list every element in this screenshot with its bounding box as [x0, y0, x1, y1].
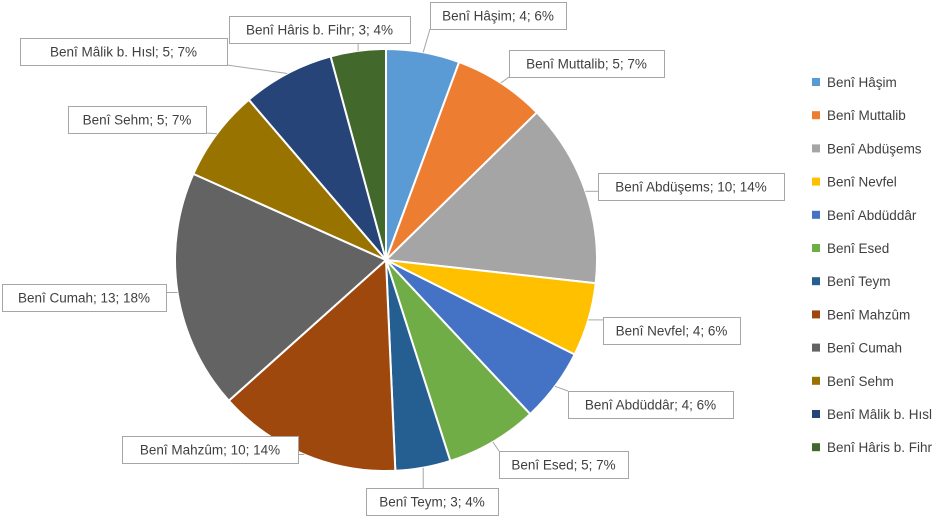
- legend-swatch: [812, 443, 820, 452]
- data-label-text: Benî Cumah; 13; 18%: [18, 291, 150, 306]
- legend-item-beni-abduddar: Benî Abdüddâr: [812, 208, 917, 223]
- legend-item-beni-abdusems: Benî Abdüşems: [812, 141, 922, 156]
- legend-item-beni-mahzum: Benî Mahzûm: [812, 307, 910, 322]
- data-label-box: [122, 436, 299, 464]
- leader-line-beni-esed: [492, 441, 500, 452]
- legend-item-beni-muttalib: Benî Muttalib: [812, 108, 906, 123]
- legend-label: Benî Mahzûm: [827, 307, 910, 322]
- data-label-text: Benî Teym; 3; 4%: [379, 495, 485, 510]
- legend-item-beni-nevfel: Benî Nevfel: [812, 175, 897, 190]
- legend-swatch: [812, 111, 820, 120]
- leader-line-beni-hasim: [422, 28, 431, 53]
- data-label-box: [603, 317, 741, 345]
- legend-swatch: [812, 343, 820, 352]
- legend-label: Benî Teym: [827, 274, 891, 289]
- leader-line-beni-sehm: [205, 132, 218, 135]
- pie-slices: [174, 47, 598, 472]
- data-label-box: [68, 106, 207, 134]
- legend-swatch: [812, 310, 820, 319]
- data-label-box: [366, 488, 499, 516]
- data-label-text: Benî Sehm; 5; 7%: [83, 113, 192, 128]
- legend-label: Benî Cumah: [827, 341, 902, 356]
- data-label-text: Benî Nevfel; 4; 6%: [616, 324, 728, 339]
- data-label-box: [2, 284, 167, 312]
- data-label-box: [568, 391, 734, 419]
- legend-label: Benî Sehm: [827, 374, 894, 389]
- data-labels: Benî Hâşim; 4; 6% Benî Muttalib; 5; 7% Ben…: [2, 2, 785, 516]
- data-label-beni-hasim: Benî Hâşim; 4; 6%: [430, 2, 567, 30]
- data-label-text: Benî Hâris b. Fihr; 3; 4%: [246, 23, 393, 38]
- data-label-box: [509, 50, 665, 78]
- leader-line-beni-malik-b-hisl: [226, 64, 288, 74]
- legend-label: Benî Mâlik b. Hısl: [827, 407, 932, 422]
- legend-item-beni-haris-b-fihr: Benî Hâris b. Fihr: [812, 440, 933, 455]
- leader-line-beni-muttalib: [500, 76, 510, 84]
- legend-item-beni-malik-b-hisl: Benî Mâlik b. Hısl: [812, 407, 932, 422]
- data-label-beni-abdusems: Benî Abdüşems; 10; 14%: [598, 173, 785, 201]
- legend-label: Benî Nevfel: [827, 175, 897, 190]
- data-label-box: [499, 451, 629, 479]
- data-label-beni-malik-b-hisl: Benî Mâlik b. Hısl; 5; 7%: [20, 38, 228, 66]
- data-label-box: [229, 16, 411, 44]
- data-label-beni-cumah: Benî Cumah; 13; 18%: [2, 284, 167, 312]
- data-label-text: Benî Abdüşems; 10; 14%: [615, 180, 767, 195]
- legend-swatch: [812, 78, 820, 86]
- legend-swatch: [812, 376, 820, 385]
- legend-swatch: [812, 277, 820, 286]
- data-label-text: Benî Esed; 5; 7%: [511, 458, 615, 473]
- data-label-beni-esed: Benî Esed; 5; 7%: [499, 451, 629, 479]
- data-label-beni-mahzum: Benî Mahzûm; 10; 14%: [122, 436, 299, 464]
- legend-label: Benî Esed: [827, 241, 889, 256]
- data-label-beni-abduddar: Benî Abdüddâr; 4; 6%: [568, 391, 734, 419]
- legend-swatch: [812, 144, 820, 153]
- legend-item-beni-esed: Benî Esed: [812, 241, 889, 256]
- data-label-beni-muttalib: Benî Muttalib; 5; 7%: [509, 50, 665, 78]
- legend-label: Benî Abdüşems: [827, 141, 922, 156]
- legend-label: Benî Hâşim: [827, 75, 897, 90]
- legend-label: Benî Muttalib: [827, 108, 906, 123]
- data-label-box: [430, 2, 567, 30]
- legend-swatch: [812, 410, 820, 418]
- leader-line-beni-abduddar: [554, 385, 569, 392]
- data-label-text: Benî Muttalib; 5; 7%: [526, 57, 647, 72]
- data-label-text: Benî Hâşim; 4; 6%: [442, 9, 554, 24]
- label-leader-lines: [166, 28, 603, 488]
- legend-swatch: [812, 244, 820, 252]
- data-label-beni-haris-b-fihr: Benî Hâris b. Fihr; 3; 4%: [229, 16, 411, 44]
- legend-item-beni-hasim: Benî Hâşim: [812, 75, 897, 90]
- data-label-beni-teym: Benî Teym; 3; 4%: [366, 488, 499, 516]
- data-label-box: [20, 38, 228, 66]
- pie-slice-beni-abdusems: [383, 111, 598, 285]
- legend-swatch: [812, 210, 820, 219]
- legend-item-beni-teym: Benî Teym: [812, 274, 891, 289]
- legend-label: Benî Abdüddâr: [827, 208, 917, 223]
- legend: Benî Hâşim Benî Muttalib Benî Abdüşems Benî…: [812, 75, 933, 455]
- data-label-text: Benî Abdüddâr; 4; 6%: [585, 398, 716, 413]
- legend-swatch: [812, 177, 820, 186]
- data-label-beni-sehm: Benî Sehm; 5; 7%: [68, 106, 207, 134]
- data-label-beni-nevfel: Benî Nevfel; 4; 6%: [603, 317, 741, 345]
- data-label-text: Benî Mâlik b. Hısl; 5; 7%: [50, 45, 197, 60]
- pie-slice-beni-haris-b-fihr: [329, 47, 387, 261]
- data-label-box: [598, 173, 785, 201]
- legend-item-beni-sehm: Benî Sehm: [812, 374, 894, 389]
- pie-slice-beni-cumah: [174, 172, 388, 403]
- legend-item-beni-cumah: Benî Cumah: [812, 341, 902, 356]
- legend-label: Benî Hâris b. Fihr: [827, 440, 933, 455]
- data-label-text: Benî Mahzûm; 10; 14%: [140, 443, 280, 458]
